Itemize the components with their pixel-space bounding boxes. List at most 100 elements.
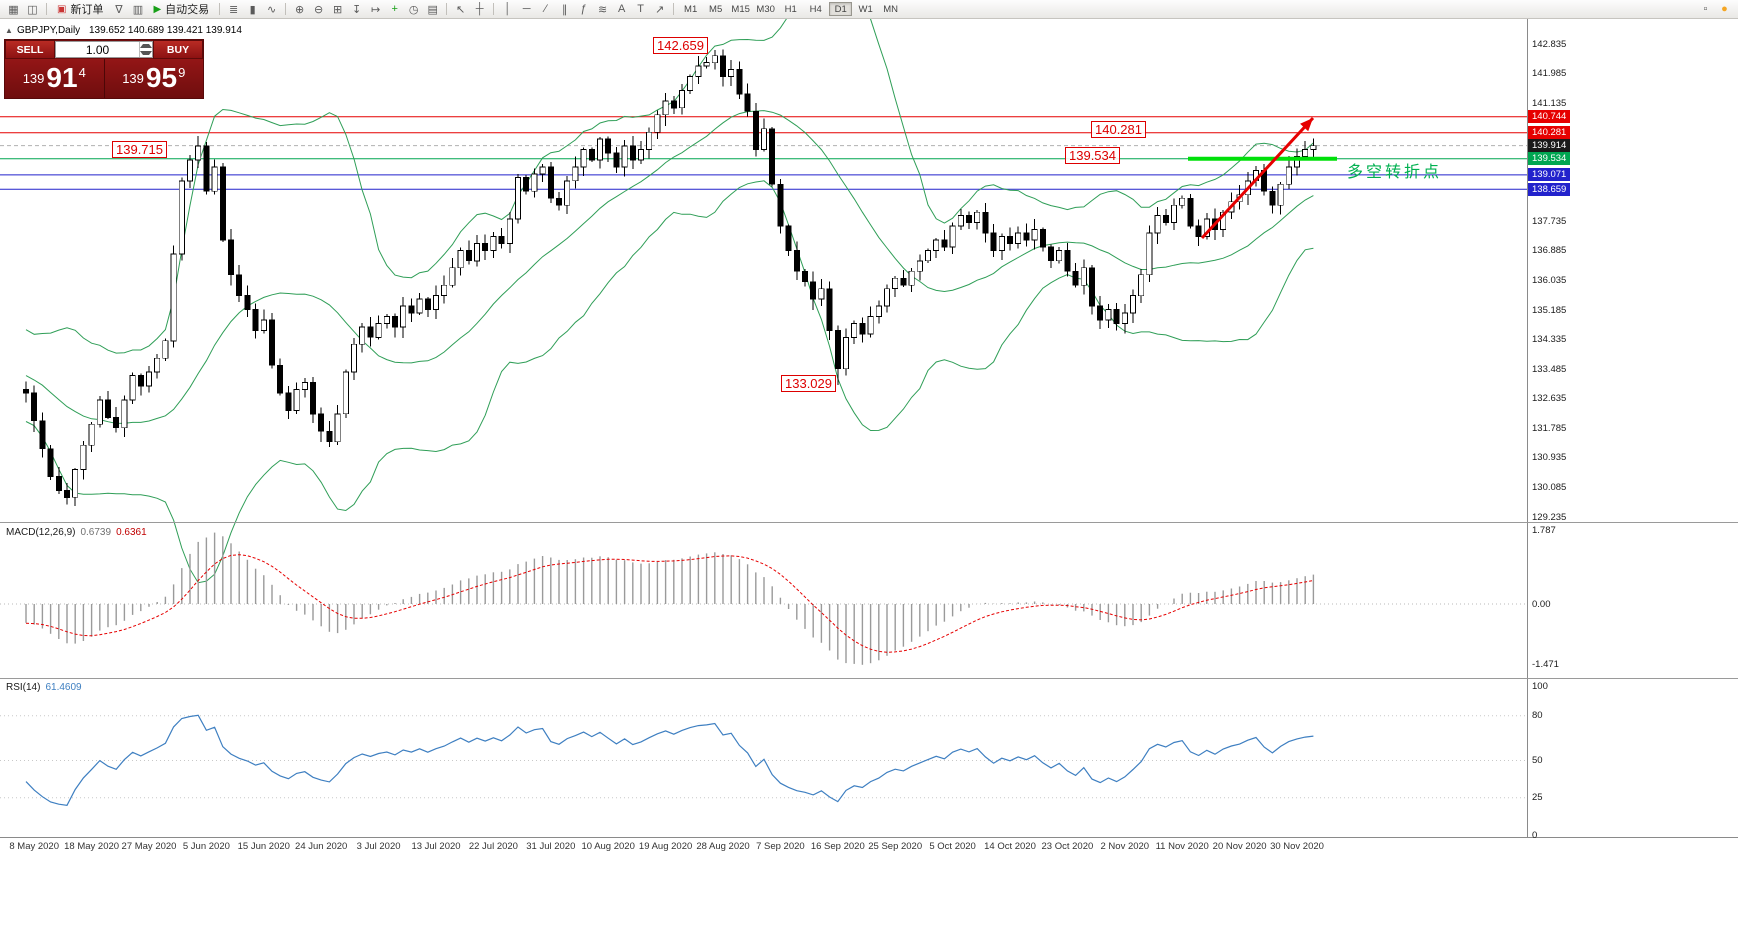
chart-shift-icon[interactable]: ↦ [371,3,381,16]
rsi-value: 61.4609 [45,682,82,693]
date-label: 31 Jul 2020 [526,841,576,852]
timeframe-w1[interactable]: W1 [858,3,873,15]
crosshair-icon[interactable]: ┼ [475,3,484,15]
buy-price-prefix: 139 [122,71,144,86]
pane-splitter-macd[interactable] [0,522,1738,523]
date-label: 23 Oct 2020 [1041,841,1094,852]
autotrading-button[interactable]: ▶ 自动交易 [147,1,215,17]
timeframe-m1[interactable]: M1 [684,3,698,15]
price-tag-140.281[interactable]: 140.281 [1528,126,1571,140]
rsi-axis-label: 80 [1532,710,1543,722]
trend-arrow[interactable] [1200,116,1315,240]
timeframe-m30[interactable]: M30 [756,3,775,15]
macd-axis-label: 0.00 [1532,598,1551,610]
timeframe-h1[interactable]: H1 [784,3,797,15]
timeframe-m15[interactable]: M15 [731,3,750,15]
timeframe-d1[interactable]: D1 [829,2,853,16]
bollinger-middle [25,110,1314,424]
pane-splitter-rsi[interactable] [0,678,1738,679]
price-callout-139.534[interactable]: 139.534 [1065,147,1120,164]
trend-annotation-text[interactable]: 多空转折点 [1347,164,1443,181]
indicators-icon[interactable]: + [391,3,398,15]
bollinger-upper [25,0,1314,354]
channel-icon[interactable]: ∥ [561,3,568,16]
price-tag-138.659[interactable]: 138.659 [1528,182,1571,196]
new-order-button[interactable]: ▣ 新订单 [51,1,109,17]
toolbar-separator [493,3,495,15]
price-axis-label: 130.935 [1532,452,1567,464]
price-axis-label: 136.035 [1532,275,1567,286]
sell-price-display[interactable]: 139 91 4 [5,59,105,98]
time-axis [0,837,1738,854]
timeframe-h4[interactable]: H4 [809,3,822,15]
price-axis-label: 130.085 [1532,481,1567,493]
volume-increase-button[interactable] [140,42,152,50]
timeframe-mn[interactable]: MN [883,3,899,15]
notification-icon[interactable]: ● [1721,3,1728,15]
rsi-line [25,714,1314,806]
candlestick-chart-icon[interactable]: ▮ [249,3,256,16]
toolbar-separator [673,3,675,15]
price-axis-label: 134.335 [1532,334,1567,346]
rsi-name: RSI(14) [6,682,41,693]
zoom-out-icon[interactable]: ⊖ [314,3,324,16]
new-order-button-label: 新订单 [70,4,104,16]
macd-main-value: 0.6739 [80,527,112,538]
volume-field[interactable]: 1.00 [55,41,153,58]
price-axis-label: 135.185 [1532,304,1567,316]
volume-decrease-button[interactable] [140,50,152,58]
help-icon[interactable]: ▫ [1703,3,1708,15]
price-tag-139.534[interactable]: 139.534 [1528,152,1571,166]
sell-button[interactable]: SELL [5,40,55,59]
horizontal-line-icon[interactable]: ─ [522,3,531,15]
price-callout-133.029[interactable]: 133.029 [781,375,836,392]
timeframe-m5[interactable]: M5 [709,3,723,15]
bar-chart-icon[interactable]: ≣ [229,3,239,16]
buy-price-display[interactable]: 139 95 9 [104,59,203,98]
price-tag-139.914[interactable]: 139.914 [1528,139,1571,153]
tile-windows-icon[interactable]: ⊞ [333,3,343,16]
auto-scroll-icon[interactable]: ↧ [352,3,362,16]
chart-title: GBPJPY,Daily 139.652 140.689 139.421 139… [17,25,242,36]
price-callout-139.715[interactable]: 139.715 [112,141,167,158]
price-axis-label: 136.885 [1532,245,1567,257]
volume-value[interactable]: 1.00 [85,42,110,57]
date-label: 28 Aug 2020 [696,841,750,852]
price-tag-140.744[interactable]: 140.744 [1528,110,1571,124]
price-axis-label: 142.835 [1532,38,1567,50]
price-callout-142.659[interactable]: 142.659 [653,37,708,54]
periods-icon[interactable]: ◷ [408,3,419,16]
arrow-tool-icon[interactable]: ↗ [655,3,665,16]
toolbar-separator [446,3,448,15]
price-axis-line [1527,19,1528,853]
date-label: 19 Aug 2020 [638,841,693,852]
date-label: 14 Oct 2020 [984,841,1036,852]
toolbar-separator [46,3,47,15]
zoom-in-icon[interactable]: ⊕ [295,3,305,16]
line-chart-icon[interactable]: ∿ [267,3,277,16]
cycles-icon[interactable]: ≋ [598,3,608,16]
new-chart-icon[interactable]: ▦ [8,3,19,16]
profiles-icon[interactable]: ◫ [27,3,38,16]
price-axis-label: 129.235 [1532,511,1567,523]
date-label: 27 May 2020 [121,841,177,852]
rsi-axis-label: 25 [1532,792,1543,804]
macd-axis-label: -1.471 [1532,658,1559,670]
filter-icon[interactable]: ∇ [115,3,123,16]
sell-price-prefix: 139 [22,71,45,86]
vertical-line-icon[interactable]: │ [504,3,512,15]
price-tag-139.071[interactable]: 139.071 [1528,168,1571,182]
fibonacci-icon[interactable]: ƒ [580,3,587,15]
buy-button[interactable]: BUY [153,40,203,59]
rsi-axis-label: 100 [1532,680,1548,692]
bollinger-lower [25,180,1314,584]
text-label-icon[interactable]: T [637,3,645,15]
trendline-icon[interactable]: ∕ [544,3,547,15]
depth-of-market-icon[interactable]: ▥ [132,3,144,16]
one-click-panel-toggle[interactable]: ▲ [5,26,13,35]
cursor-icon[interactable]: ↖ [456,3,466,16]
text-icon[interactable]: A [617,3,626,15]
one-click-trading-panel: SELL 1.00 BUY 139 91 4 139 95 9 [5,40,203,98]
templates-icon[interactable]: ▤ [427,3,438,16]
price-callout-140.281[interactable]: 140.281 [1091,121,1146,138]
